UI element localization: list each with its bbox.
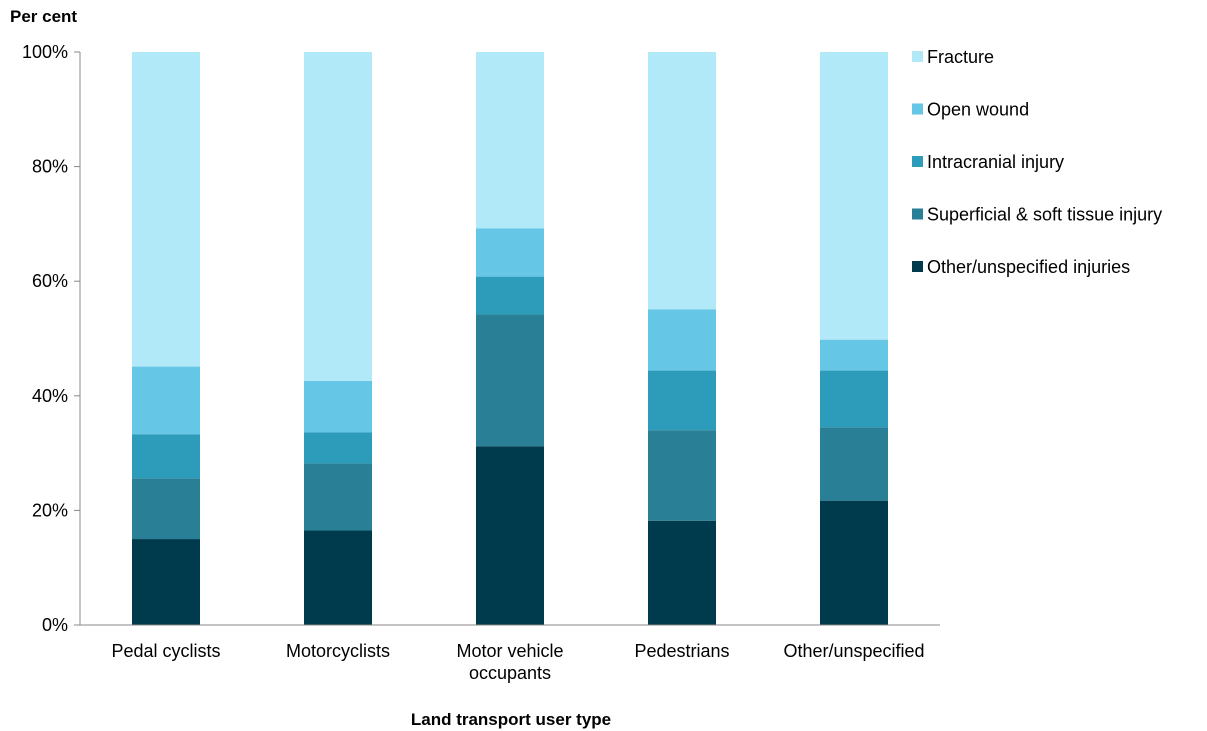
legend-label: Intracranial injury (927, 152, 1064, 172)
x-tick-label: Pedal cyclists (111, 641, 220, 661)
y-tick-label: 100% (22, 42, 68, 62)
bar-segment (476, 52, 544, 229)
legend-swatch (912, 156, 923, 167)
y-tick-label: 0% (42, 615, 68, 635)
legend: Fracture Open wound Intracranial injury Sup… (912, 47, 1162, 277)
x-tick-label: Motor vehicle (456, 641, 563, 661)
bar-segment (820, 52, 888, 340)
legend-swatch (912, 261, 923, 272)
bar-segment (132, 539, 200, 625)
bar-segment (820, 370, 888, 428)
bar-segment (304, 463, 372, 531)
bar-segment (304, 52, 372, 381)
bar-segment (132, 52, 200, 367)
legend-label: Other/unspecified injuries (927, 257, 1130, 277)
bar-segment (476, 276, 544, 315)
y-tick-label: 80% (32, 157, 68, 177)
bar-segment (820, 500, 888, 625)
bar-segment (132, 434, 200, 479)
y-axis: 0% 20% 40% 60% 80% 100% (22, 42, 81, 635)
bar-segment (820, 339, 888, 371)
bar-segment (304, 530, 372, 625)
bar-segment (648, 52, 716, 310)
bar-segment (648, 309, 716, 371)
legend-label: Superficial & soft tissue injury (927, 205, 1162, 225)
y-tick-label: 60% (32, 271, 68, 291)
x-tick-label: occupants (469, 663, 551, 683)
bar-segment (476, 228, 544, 277)
legend-label: Fracture (927, 47, 994, 67)
bar-segment (648, 520, 716, 625)
bars-group (132, 52, 888, 625)
bar-segment (648, 430, 716, 521)
y-tick-label: 40% (32, 386, 68, 406)
bar-segment (476, 314, 544, 447)
x-tick-label: Pedestrians (634, 641, 729, 661)
bar-segment (304, 380, 372, 433)
bar-segment (132, 478, 200, 540)
legend-swatch (912, 208, 923, 220)
bar-segment (648, 370, 716, 431)
x-tick-label: Other/unspecified (783, 641, 924, 661)
legend-label: Open wound (927, 100, 1029, 120)
bar-segment (304, 432, 372, 464)
y-tick-label: 20% (32, 500, 68, 520)
bar-segment (820, 427, 888, 501)
y-axis-title: Per cent (10, 7, 77, 26)
legend-swatch (912, 51, 923, 62)
legend-swatch (912, 103, 923, 115)
x-tick-label: Motorcyclists (286, 641, 390, 661)
x-axis-title: Land transport user type (411, 710, 611, 729)
x-axis-labels: Pedal cyclists Motorcyclists Motor vehicle… (111, 641, 924, 683)
bar-segment (132, 366, 200, 435)
bar-segment (476, 446, 544, 625)
